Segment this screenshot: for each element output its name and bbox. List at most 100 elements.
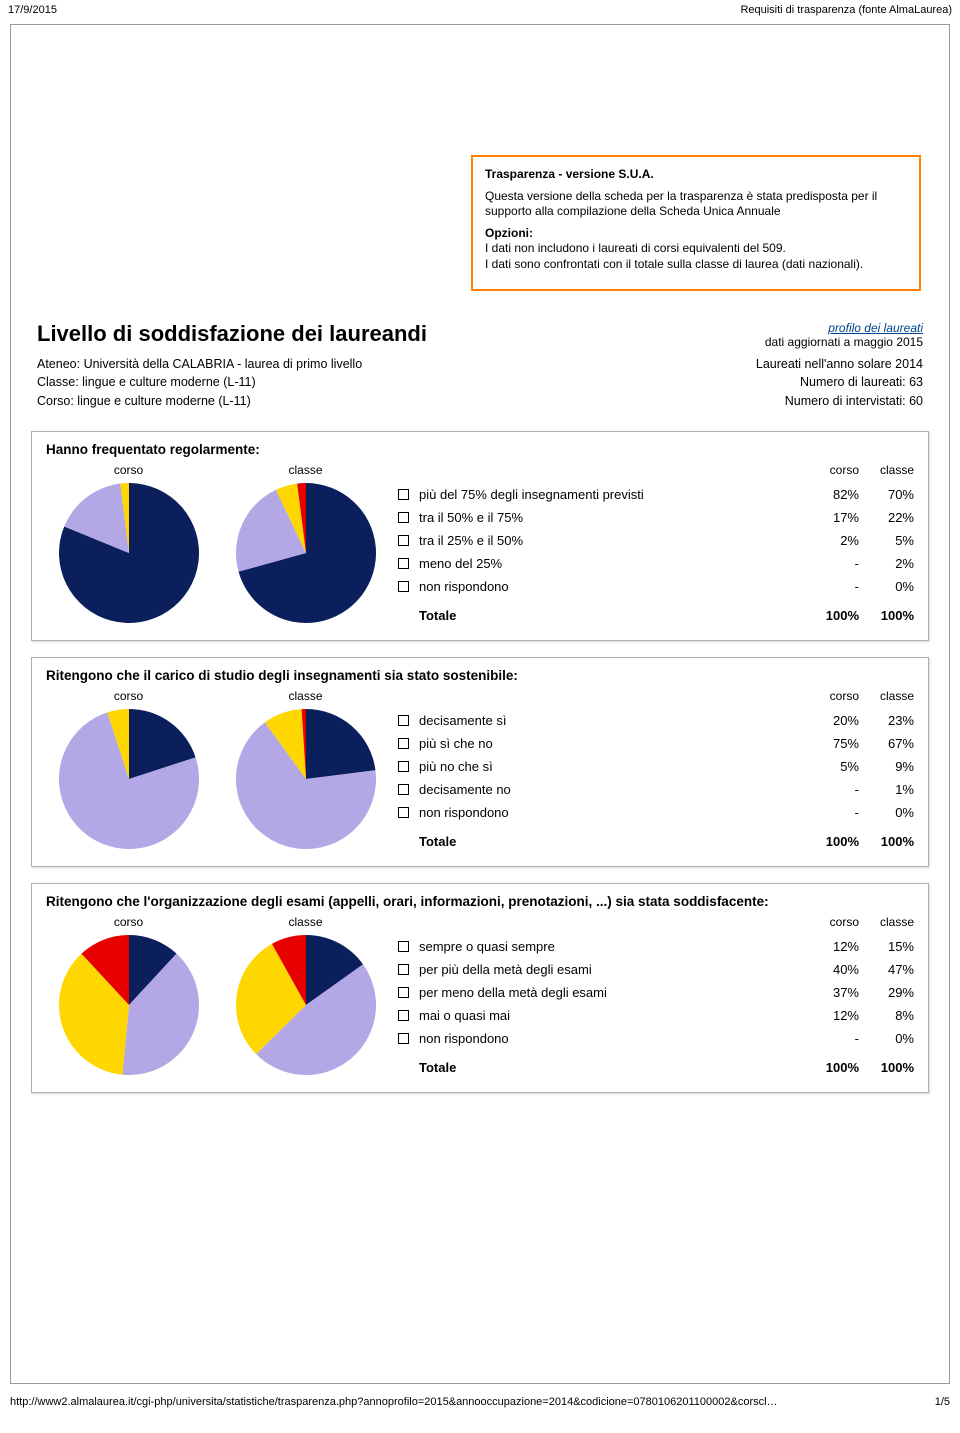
legend-square xyxy=(398,738,409,749)
row-corso-val: 37% xyxy=(804,985,859,1000)
title-right: profilo dei laureati dati aggiornati a m… xyxy=(765,321,923,349)
row-corso-val: - xyxy=(804,782,859,797)
table-row: decisamente no - 1% xyxy=(398,778,914,801)
section-title: Ritengono che l'organizzazione degli esa… xyxy=(46,894,914,909)
row-corso-val: - xyxy=(804,805,859,820)
table-row: per più della metà degli esami 40% 47% xyxy=(398,958,914,981)
row-classe-val: 29% xyxy=(859,985,914,1000)
row-classe-val: 8% xyxy=(859,1008,914,1023)
pie-label: classe xyxy=(223,915,388,929)
section: Ritengono che l'organizzazione degli esa… xyxy=(31,883,929,1093)
row-corso-val: 5% xyxy=(804,759,859,774)
row-label: sempre o quasi sempre xyxy=(419,939,804,954)
info-box-opt1: I dati non includono i laureati di corsi… xyxy=(485,241,786,255)
table-row: non rispondono - 0% xyxy=(398,801,914,824)
meta-r3: Numero di intervistati: 60 xyxy=(756,392,923,411)
row-label: per più della metà degli esami xyxy=(419,962,804,977)
pie-col-corso: corso xyxy=(46,463,211,626)
row-corso-val: - xyxy=(804,579,859,594)
row-classe-val: 0% xyxy=(859,579,914,594)
total-classe: 100% xyxy=(859,1060,914,1075)
pie-chart-corso xyxy=(46,935,211,1078)
table-row: sempre o quasi sempre 12% 15% xyxy=(398,935,914,958)
meta-r2: Numero di laureati: 63 xyxy=(756,373,923,392)
pie-col-classe: classe xyxy=(223,915,388,1078)
row-corso-val: 17% xyxy=(804,510,859,525)
pie-col-corso: corso xyxy=(46,689,211,852)
data-table: corsoclasse sempre o quasi sempre 12% 15… xyxy=(398,915,914,1075)
legend-square xyxy=(398,1010,409,1021)
row-classe-val: 23% xyxy=(859,713,914,728)
meta-ateneo: Ateneo: Università della CALABRIA - laur… xyxy=(37,355,362,374)
row-corso-val: 12% xyxy=(804,1008,859,1023)
page-header: 17/9/2015 Requisiti di trasparenza (font… xyxy=(0,0,960,20)
total-row: Totale 100% 100% xyxy=(398,1050,914,1075)
legend-square xyxy=(398,807,409,818)
info-box-p1: Questa versione della scheda per la tras… xyxy=(485,189,907,220)
page-footer: http://www2.almalaurea.it/cgi-php/univer… xyxy=(0,1394,960,1410)
row-label: non rispondono xyxy=(419,579,804,594)
data-table: corsoclasse più del 75% degli insegnamen… xyxy=(398,463,914,623)
table-row: più del 75% degli insegnamenti previsti … xyxy=(398,483,914,506)
row-label: più del 75% degli insegnamenti previsti xyxy=(419,487,804,502)
row-classe-val: 9% xyxy=(859,759,914,774)
header-date: 17/9/2015 xyxy=(8,4,57,16)
row-corso-val: 2% xyxy=(804,533,859,548)
section-body: corsoclassecorsoclasse più del 75% degli… xyxy=(46,463,914,626)
pies: corso classe xyxy=(46,915,388,1078)
legend-square xyxy=(398,761,409,772)
total-corso: 100% xyxy=(804,608,859,623)
pie-chart-classe xyxy=(223,483,388,626)
total-label: Totale xyxy=(398,1060,804,1075)
pie-col-classe: classe xyxy=(223,689,388,852)
profilo-link[interactable]: profilo dei laureati xyxy=(828,321,923,335)
row-corso-val: 82% xyxy=(804,487,859,502)
pie-chart-corso xyxy=(46,709,211,852)
legend-square xyxy=(398,489,409,500)
legend-square xyxy=(398,512,409,523)
footer-page: 1/5 xyxy=(935,1396,950,1408)
legend-square xyxy=(398,558,409,569)
footer-url: http://www2.almalaurea.it/cgi-php/univer… xyxy=(10,1396,778,1408)
section: Hanno frequentato regolarmente:corsoclas… xyxy=(31,431,929,641)
section-title: Hanno frequentato regolarmente: xyxy=(46,442,914,457)
hdr-classe: classe xyxy=(859,915,914,929)
total-classe: 100% xyxy=(859,834,914,849)
total-corso: 100% xyxy=(804,834,859,849)
row-corso-val: 20% xyxy=(804,713,859,728)
row-label: mai o quasi mai xyxy=(419,1008,804,1023)
sections-container: Hanno frequentato regolarmente:corsoclas… xyxy=(31,431,929,1093)
table-row: tra il 50% e il 75% 17% 22% xyxy=(398,506,914,529)
info-box-opt-label: Opzioni: xyxy=(485,226,533,240)
total-label: Totale xyxy=(398,834,804,849)
section-body: corsoclassecorsoclasse decisamente sì 20… xyxy=(46,689,914,852)
row-classe-val: 70% xyxy=(859,487,914,502)
table-row: più sì che no 75% 67% xyxy=(398,732,914,755)
row-label: più no che sì xyxy=(419,759,804,774)
section: Ritengono che il carico di studio degli … xyxy=(31,657,929,867)
table-row: decisamente sì 20% 23% xyxy=(398,709,914,732)
hdr-classe: classe xyxy=(859,463,914,477)
total-row: Totale 100% 100% xyxy=(398,824,914,849)
hdr-corso: corso xyxy=(804,689,859,703)
legend-square xyxy=(398,581,409,592)
table-header: corsoclasse xyxy=(398,915,914,929)
legend-square xyxy=(398,1033,409,1044)
legend-square xyxy=(398,987,409,998)
row-corso-val: 40% xyxy=(804,962,859,977)
row-corso-val: 75% xyxy=(804,736,859,751)
pie-label: corso xyxy=(46,915,211,929)
main-title: Livello di soddisfazione dei laureandi xyxy=(37,321,427,347)
meta-right: Laureati nell'anno solare 2014 Numero di… xyxy=(756,355,923,411)
row-corso-val: 12% xyxy=(804,939,859,954)
row-label: decisamente no xyxy=(419,782,804,797)
table-row: per meno della metà degli esami 37% 29% xyxy=(398,981,914,1004)
table-row: non rispondono - 0% xyxy=(398,575,914,598)
hdr-corso: corso xyxy=(804,463,859,477)
meta-classe: Classe: lingue e culture moderne (L-11) xyxy=(37,373,362,392)
pie-label: corso xyxy=(46,463,211,477)
table-row: meno del 25% - 2% xyxy=(398,552,914,575)
pie-chart-classe xyxy=(223,935,388,1078)
meta-corso: Corso: lingue e culture moderne (L-11) xyxy=(37,392,362,411)
table-header: corsoclasse xyxy=(398,463,914,477)
